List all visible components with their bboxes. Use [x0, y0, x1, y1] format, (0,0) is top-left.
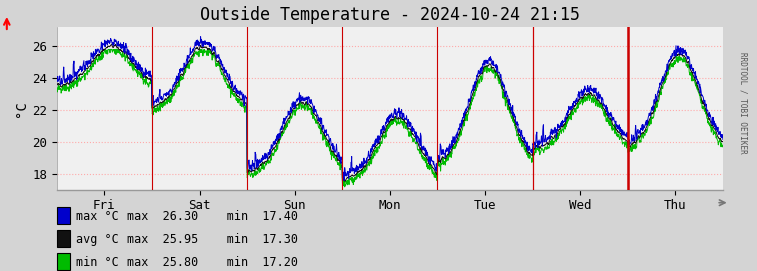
Text: max °C: max °C — [76, 210, 119, 223]
Title: Outside Temperature - 2024-10-24 21:15: Outside Temperature - 2024-10-24 21:15 — [200, 6, 580, 24]
Text: max  25.95    min  17.30: max 25.95 min 17.30 — [127, 233, 298, 246]
Text: min °C: min °C — [76, 256, 119, 269]
Text: max  25.80    min  17.20: max 25.80 min 17.20 — [127, 256, 298, 269]
Text: max  26.30    min  17.40: max 26.30 min 17.40 — [127, 210, 298, 223]
Text: RRDTOOL / TOBI OETIKER: RRDTOOL / TOBI OETIKER — [738, 52, 747, 154]
Y-axis label: °C: °C — [14, 100, 28, 117]
Text: avg °C: avg °C — [76, 233, 119, 246]
